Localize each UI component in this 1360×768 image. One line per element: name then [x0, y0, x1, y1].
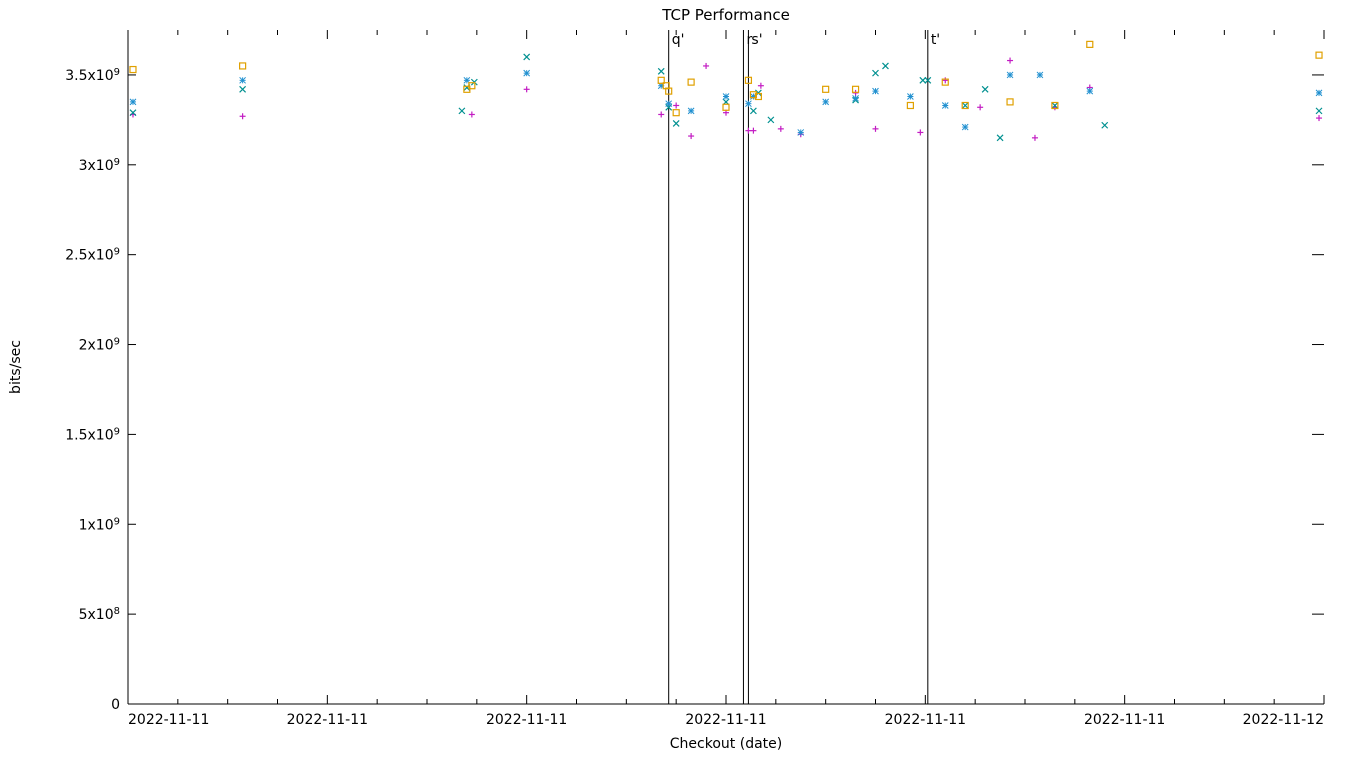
x-tick-label: 2022-11-12 [1243, 712, 1324, 728]
x-axis-label: Checkout (date) [670, 736, 782, 752]
x-tick-label: 2022-11-11 [128, 712, 209, 728]
x-tick-label: 2022-11-11 [685, 712, 766, 728]
vline-label: q' [672, 32, 685, 48]
data-point [1087, 88, 1093, 94]
y-tick-label: 2.5x109 [65, 246, 120, 264]
data-point [962, 124, 968, 130]
chart-background [0, 0, 1360, 768]
data-point [1316, 90, 1322, 96]
data-point [688, 108, 694, 114]
data-point [130, 99, 136, 105]
y-tick-label: 3.5x109 [65, 66, 120, 84]
data-point [1007, 72, 1013, 78]
y-axis-label: bits/sec [8, 340, 24, 394]
data-point [942, 102, 948, 108]
data-point [907, 94, 913, 100]
y-tick-label: 0 [111, 697, 120, 713]
data-point [240, 77, 246, 83]
x-tick-label: 2022-11-11 [885, 712, 966, 728]
data-point [1037, 72, 1043, 78]
data-point [745, 101, 751, 107]
data-point [723, 94, 729, 100]
data-point [524, 70, 530, 76]
data-point [853, 95, 859, 101]
data-point [666, 101, 672, 107]
chart-title: TCP Performance [661, 6, 790, 24]
y-tick-label: 1.5x109 [65, 426, 120, 444]
x-tick-label: 2022-11-11 [486, 712, 567, 728]
vline-label: t' [931, 32, 940, 48]
data-point [798, 129, 804, 135]
vline-label: s' [751, 32, 762, 48]
data-point [873, 88, 879, 94]
x-tick-label: 2022-11-11 [1084, 712, 1165, 728]
tcp-performance-chart: TCP Performance bits/sec Checkout (date)… [0, 0, 1360, 768]
x-tick-label: 2022-11-11 [287, 712, 368, 728]
data-point [823, 99, 829, 105]
